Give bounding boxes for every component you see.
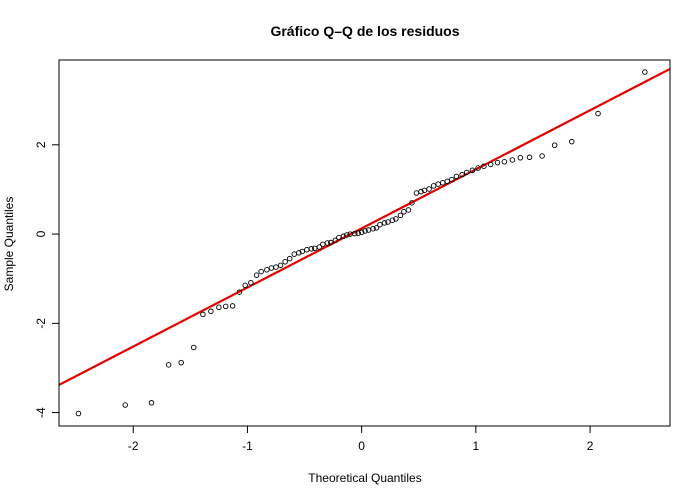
data-point <box>328 239 334 246</box>
x-axis-label: Theoretical Quantiles <box>308 471 421 485</box>
data-point <box>355 230 361 236</box>
data-point <box>268 265 275 271</box>
data-point <box>517 154 524 161</box>
data-point <box>381 220 388 226</box>
data-point <box>373 225 380 231</box>
data-point <box>426 186 432 192</box>
data-point <box>208 308 214 315</box>
data-point <box>253 272 260 278</box>
data-point <box>526 154 533 161</box>
data-point <box>494 159 501 166</box>
data-point <box>236 289 243 295</box>
data-point <box>352 230 358 237</box>
data-point <box>258 268 264 275</box>
data-point <box>405 207 412 213</box>
data-point <box>340 233 347 240</box>
x-tick-label: -1 <box>242 439 253 453</box>
data-point <box>296 250 302 256</box>
data-point <box>449 176 455 183</box>
data-point <box>248 279 254 286</box>
chart-title: Gráfico Q–Q de los residuos <box>270 23 459 39</box>
data-point <box>273 264 279 270</box>
data-point <box>178 359 184 366</box>
y-tick-label: -2 <box>34 318 48 329</box>
plot-frame <box>58 59 671 427</box>
data-point <box>304 246 310 253</box>
data-point <box>324 240 331 246</box>
data-point <box>385 219 391 225</box>
data-point <box>595 110 601 117</box>
data-point <box>393 216 399 222</box>
data-point <box>75 410 82 417</box>
data-point <box>344 232 350 238</box>
y-tick-label: -4 <box>34 407 48 418</box>
data-point <box>216 304 222 311</box>
data-point <box>401 209 407 215</box>
data-point <box>122 402 128 408</box>
y-axis: -4 -2 0 2 <box>34 141 59 418</box>
data-point <box>642 69 648 75</box>
x-axis: -2 -1 0 1 2 <box>128 426 594 453</box>
data-point <box>282 258 288 265</box>
x-tick-label: 0 <box>358 439 365 453</box>
data-point <box>308 246 315 252</box>
reference-line <box>59 67 670 386</box>
data-point <box>501 159 508 165</box>
data-point <box>453 173 460 180</box>
data-point <box>435 181 441 187</box>
data-point <box>444 178 451 185</box>
data-point <box>569 138 575 145</box>
data-point <box>362 228 368 234</box>
data-point <box>191 344 197 351</box>
data-point <box>389 217 396 223</box>
data-point <box>222 303 229 310</box>
data-point <box>277 262 284 269</box>
data-point <box>413 190 420 196</box>
data-point <box>475 165 481 171</box>
data-point <box>332 237 339 244</box>
data-point <box>242 282 248 289</box>
data-point <box>539 153 545 159</box>
data-point <box>487 161 494 168</box>
data-point <box>286 255 293 262</box>
data-point <box>418 188 424 195</box>
data-point <box>200 311 206 318</box>
data-point <box>358 229 365 236</box>
data-point <box>463 169 470 176</box>
data-point <box>377 221 383 228</box>
data-point <box>299 248 306 255</box>
data-point <box>409 200 415 206</box>
data-point <box>370 225 376 232</box>
data-point <box>148 400 155 406</box>
data-point <box>439 179 446 186</box>
data-point <box>469 167 476 173</box>
data-point <box>509 157 516 163</box>
data-point <box>264 267 270 273</box>
data-point <box>229 303 236 309</box>
plot-area <box>59 67 670 417</box>
data-point <box>459 171 465 178</box>
y-axis-label: Sample Quantiles <box>2 197 16 292</box>
data-point <box>430 183 437 189</box>
y-tick-label: 2 <box>34 141 48 148</box>
data-point <box>320 241 326 248</box>
x-tick-label: -2 <box>128 439 139 453</box>
x-tick-label: 1 <box>473 439 480 453</box>
x-tick-label: 2 <box>587 439 594 453</box>
data-point <box>291 251 298 257</box>
data-point <box>397 212 404 219</box>
data-point <box>165 362 172 368</box>
data-point <box>551 142 558 149</box>
y-tick-label: 0 <box>34 230 48 237</box>
data-point <box>481 163 487 169</box>
data-point <box>316 244 323 250</box>
